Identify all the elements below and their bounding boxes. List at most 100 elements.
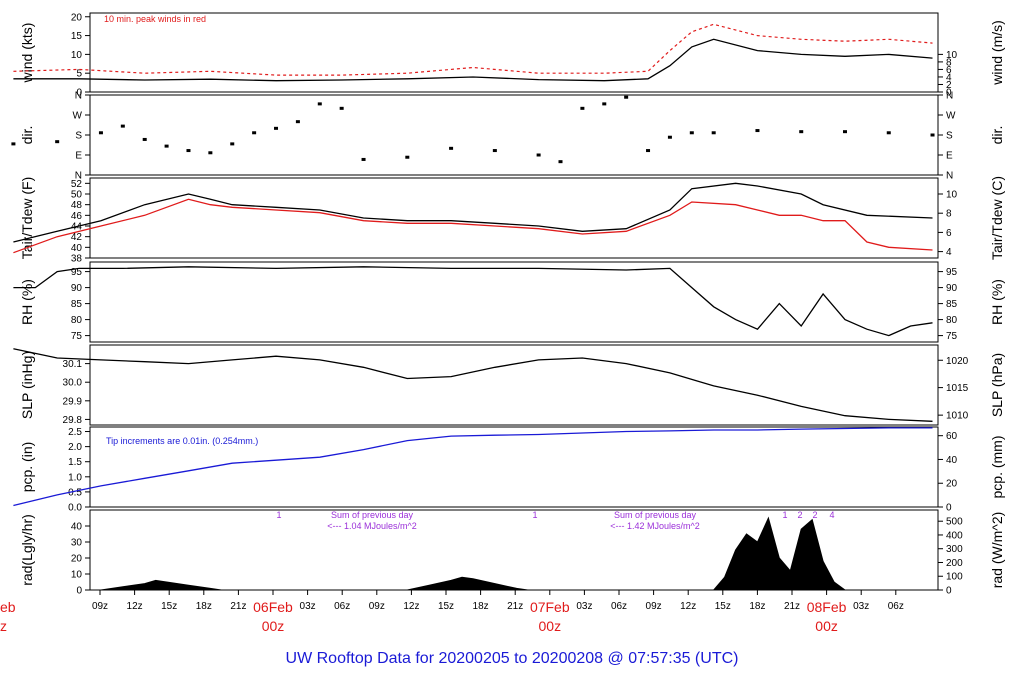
xtick-label: 03z (300, 601, 316, 612)
ytick-label-right-humidity: 75 (946, 331, 958, 342)
ytick-label-right-radiation: 500 (946, 517, 963, 528)
dir-point (339, 106, 344, 110)
dir-point (689, 131, 694, 135)
ytick-label-right-wind: 6 (946, 65, 952, 76)
dir-point (142, 137, 147, 141)
ytick-label-right-humidity: 80 (946, 315, 958, 326)
xtick-label: 21z (230, 601, 246, 612)
ytick-label-left-temperature: 38 (71, 254, 83, 265)
ytick-label-right-precipitation: 20 (946, 479, 958, 490)
dir-point (624, 95, 629, 99)
xtick-label: 06z (888, 601, 904, 612)
day-time-label: 00z (539, 618, 562, 634)
xtick-label: 15z (161, 601, 177, 612)
ytick-label-right-direction: N (946, 91, 953, 102)
ytick-label-right-wind: 0 (946, 88, 952, 99)
ytick-label-left-humidity: 95 (71, 267, 83, 278)
ytick-label-left-precipitation: 0.0 (68, 503, 82, 514)
ytick-label-left-wind: 0 (76, 88, 82, 99)
ytick-label-left-pressure: 30.0 (63, 378, 83, 389)
panel-frame-temperature (89, 177, 939, 259)
ytick-label-right-wind: 2 (946, 80, 952, 91)
ytick-label-left-pressure: 29.9 (63, 396, 83, 407)
ytick-label-right-wind: 8 (946, 57, 952, 68)
ytick-label-right-pressure: 1010 (946, 411, 969, 422)
ytick-label-left-wind: 20 (71, 12, 83, 23)
ylabel-left-precipitation: pcp. (in) (19, 442, 35, 493)
ytick-label-right-precipitation: 40 (946, 455, 958, 466)
rad-sum-label: Sum of previous day (614, 510, 697, 520)
ytick-label-left-pressure: 29.8 (63, 415, 83, 426)
ytick-label-right-temperature: 6 (946, 228, 952, 239)
ytick-label-left-temperature: 42 (71, 232, 83, 243)
day-date-label: 06Feb (253, 599, 293, 615)
ylabel-right-radiation: rad (W/m^2) (989, 512, 1005, 589)
ytick-label-right-radiation: 400 (946, 530, 963, 541)
xtick-label: 21z (784, 601, 800, 612)
ytick-label-left-precipitation: 2.0 (68, 442, 82, 453)
dir-point (667, 135, 672, 139)
rad-day-marker: 1 (532, 510, 537, 520)
ytick-label-left-temperature: 46 (71, 211, 83, 222)
dir-point (449, 146, 454, 150)
edge-time-fragment: z (0, 618, 7, 634)
dir-point (536, 153, 541, 157)
panel-frame-humidity (89, 261, 939, 343)
series-SLP (13, 348, 933, 422)
ylabel-right-humidity: RH (%) (989, 279, 1005, 325)
series-wind (13, 38, 933, 82)
pcp-annotation: Tip increments are 0.01in. (0.254mm.) (106, 436, 258, 446)
ylabel-left-radiation: rad(Lgly/hr) (19, 514, 35, 586)
ytick-label-left-humidity: 85 (71, 299, 83, 310)
ytick-label-left-wind: 5 (76, 69, 82, 80)
xtick-label: 18z (473, 601, 489, 612)
ylabel-right-temperature: Tair/Tdew (C) (989, 176, 1005, 260)
dir-point (755, 129, 760, 133)
ytick-label-left-radiation: 10 (71, 570, 83, 581)
dir-point (252, 131, 257, 135)
xtick-label: 09z (646, 601, 662, 612)
ylabel-left-temperature: Tair/Tdew (F) (19, 177, 35, 259)
ytick-label-right-pressure: 1020 (946, 356, 969, 367)
panel-frame-precipitation (89, 426, 939, 508)
dir-point (405, 155, 410, 159)
dir-point (120, 124, 125, 128)
dir-point (558, 160, 563, 164)
rad-peak-marker: 4 (829, 510, 834, 520)
rad-peak-marker: 2 (812, 510, 817, 520)
ytick-label-left-humidity: 80 (71, 315, 83, 326)
xtick-label: 18z (196, 601, 212, 612)
ylabel-left-humidity: RH (%) (19, 279, 35, 325)
xtick-label: 03z (576, 601, 592, 612)
panel-frame-direction (89, 94, 939, 176)
rad-peak-marker: 2 (797, 510, 802, 520)
figure-title: UW Rooftop Data for 20200205 to 20200208… (285, 650, 739, 667)
rad-sum-value: <--- 1.04 MJoules/m^2 (327, 521, 417, 531)
dir-point (230, 142, 235, 146)
dir-point (580, 106, 585, 110)
ytick-label-right-wind: 4 (946, 72, 952, 83)
edge-date-fragment: eb (0, 599, 16, 615)
series-RH (13, 266, 933, 337)
ytick-label-right-direction: S (946, 131, 953, 142)
dir-point (842, 130, 847, 134)
dir-point (208, 151, 213, 155)
ytick-label-left-humidity: 90 (71, 283, 83, 294)
ytick-label-left-direction: S (75, 131, 82, 142)
day-time-label: 00z (815, 618, 838, 634)
ytick-label-left-radiation: 40 (71, 522, 83, 533)
ytick-label-right-radiation: 300 (946, 544, 963, 555)
ytick-label-left-humidity: 75 (71, 331, 83, 342)
series-Tdew (13, 198, 933, 254)
dir-point (646, 149, 651, 153)
dir-point (799, 130, 804, 134)
xtick-label: 03z (853, 601, 869, 612)
ylabel-left-direction: dir. (19, 126, 35, 145)
ytick-label-left-precipitation: 1.5 (68, 457, 82, 468)
ylabel-right-wind: wind (m/s) (989, 20, 1005, 86)
rad-peak-marker: 1 (782, 510, 787, 520)
dir-point (164, 144, 169, 148)
xtick-label: 06z (334, 601, 350, 612)
xtick-label: 12z (127, 601, 143, 612)
